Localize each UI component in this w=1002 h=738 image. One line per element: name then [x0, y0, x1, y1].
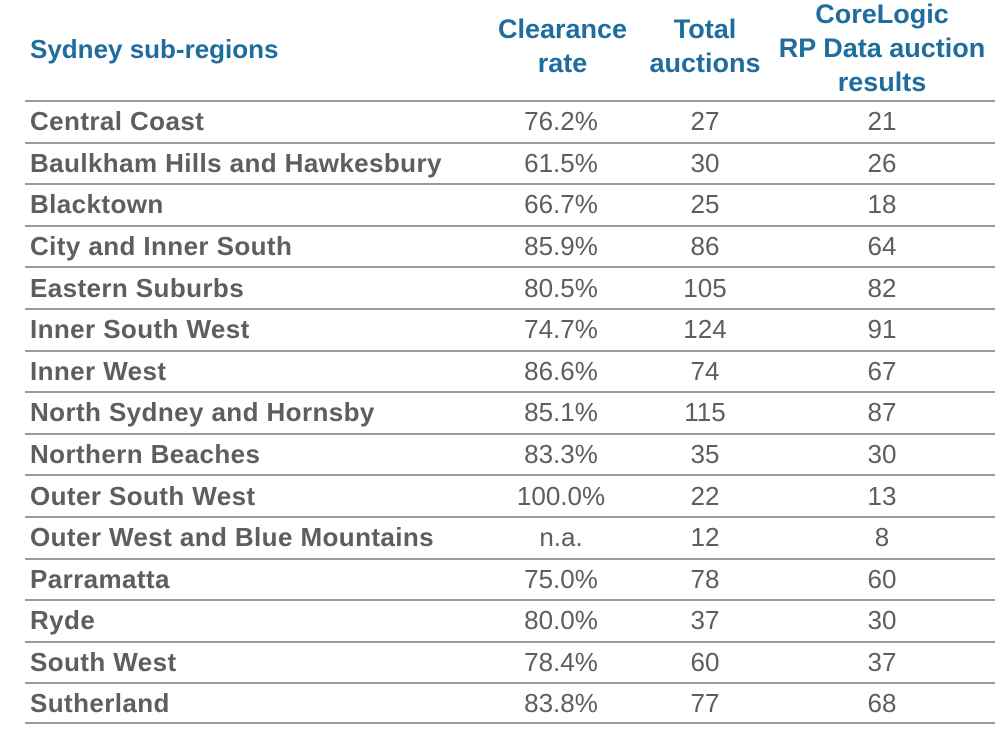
header-corelogic-line3: results	[837, 67, 927, 97]
cell-region: Inner South West	[30, 314, 250, 345]
header-region: Sydney sub-regions	[30, 34, 279, 64]
cell-total-auctions: 35	[690, 439, 720, 470]
table-header: Sydney sub-regions Clearance rate Total …	[25, 0, 995, 100]
cell-region: Baulkham Hills and Hawkesbury	[30, 147, 442, 178]
cell-corelogic-results: 18	[867, 189, 897, 220]
header-clearance-line1: Clearance	[497, 14, 628, 44]
cell-clearance-rate: 83.3%	[524, 439, 598, 470]
cell-total-auctions: 115	[684, 397, 726, 428]
cell-clearance-rate: 83.8%	[524, 687, 598, 718]
table-row: Inner West 86.6% 74 67	[25, 349, 995, 392]
cell-corelogic-results: 91	[867, 314, 897, 345]
header-total-line2: auctions	[649, 48, 761, 78]
table-row: Northern Beaches 83.3% 35 30	[25, 432, 995, 475]
cell-region: South West	[30, 647, 177, 678]
cell-corelogic-results: 8	[874, 522, 890, 553]
table-row: Ryde 80.0% 37 30	[25, 599, 995, 641]
cell-region: Outer West and Blue Mountains	[30, 522, 435, 553]
cell-total-auctions: 27	[690, 106, 720, 137]
header-corelogic-line1: CoreLogic	[815, 0, 949, 29]
cell-clearance-rate: n.a.	[539, 522, 583, 553]
table-row: Outer South West 100.0% 22 13	[25, 474, 995, 516]
table-row: City and Inner South 85.9% 86 64	[25, 224, 995, 267]
cell-region: Ryde	[30, 605, 96, 636]
cell-clearance-rate: 85.9%	[524, 231, 598, 262]
auction-results-table: Sydney sub-regions Clearance rate Total …	[25, 0, 995, 724]
table-row: Sutherland 83.8% 77 68	[25, 682, 995, 724]
cell-region: Inner West	[30, 355, 167, 386]
cell-corelogic-results: 37	[867, 647, 897, 678]
cell-corelogic-results: 60	[867, 563, 897, 594]
cell-corelogic-results: 30	[867, 439, 897, 470]
cell-region: Parramatta	[30, 563, 170, 594]
table-row: South West 78.4% 60 37	[25, 640, 995, 683]
cell-total-auctions: 105	[683, 272, 727, 303]
cell-total-auctions: 74	[690, 355, 720, 386]
cell-total-auctions: 37	[690, 605, 720, 636]
cell-corelogic-results: 87	[867, 397, 897, 428]
cell-region: Central Coast	[30, 106, 205, 137]
table-row: Eastern Suburbs 80.5% 105 82	[25, 266, 995, 308]
cell-region: North Sydney and Hornsby	[30, 397, 375, 428]
cell-clearance-rate: 86.6%	[524, 355, 598, 386]
cell-corelogic-results: 30	[867, 605, 897, 636]
header-corelogic-line2: RP Data auction	[778, 33, 986, 63]
table-row: Parramatta 75.0% 78 60	[25, 557, 995, 600]
cell-region: City and Inner South	[30, 231, 293, 262]
cell-corelogic-results: 67	[867, 355, 897, 386]
table-row: Baulkham Hills and Hawkesbury 61.5% 30 2…	[25, 141, 995, 184]
table-row: Inner South West 74.7% 124 91	[25, 307, 995, 350]
cell-clearance-rate: 76.2%	[524, 106, 598, 137]
cell-clearance-rate: 85.1%	[524, 397, 598, 428]
cell-region: Northern Beaches	[30, 439, 261, 470]
cell-region: Eastern Suburbs	[30, 272, 245, 303]
cell-clearance-rate: 75.0%	[524, 563, 598, 594]
cell-corelogic-results: 13	[867, 480, 897, 511]
table-row: Outer West and Blue Mountains n.a. 12 8	[25, 515, 995, 558]
cell-corelogic-results: 64	[867, 231, 897, 262]
header-total-line1: Total	[673, 14, 737, 44]
cell-clearance-rate: 80.0%	[524, 605, 598, 636]
cell-clearance-rate: 74.7%	[524, 314, 598, 345]
cell-total-auctions: 86	[690, 231, 720, 262]
cell-clearance-rate: 80.5%	[524, 272, 598, 303]
header-clearance-line2: rate	[537, 48, 588, 78]
table-row: North Sydney and Hornsby 85.1% 115 87	[25, 391, 995, 433]
cell-clearance-rate: 100.0%	[516, 480, 606, 511]
cell-corelogic-results: 21	[867, 106, 897, 137]
cell-clearance-rate: 78.4%	[524, 647, 598, 678]
cell-corelogic-results: 82	[867, 272, 897, 303]
cell-region: Outer South West	[30, 480, 256, 511]
header-corelogic-results: CoreLogic RP Data auction results	[767, 0, 997, 99]
cell-corelogic-results: 68	[867, 687, 897, 718]
cell-total-auctions: 78	[690, 563, 720, 594]
cell-total-auctions: 12	[690, 522, 720, 553]
cell-corelogic-results: 26	[867, 147, 897, 178]
cell-total-auctions: 77	[690, 687, 720, 718]
table-body: Central Coast 76.2% 27 21 Baulkham Hills…	[25, 100, 995, 724]
header-clearance-rate: Clearance rate	[490, 12, 635, 80]
cell-total-auctions: 22	[690, 480, 720, 511]
cell-region: Blacktown	[30, 189, 164, 220]
cell-region: Sutherland	[30, 687, 170, 718]
table-row: Central Coast 76.2% 27 21	[25, 100, 995, 142]
cell-total-auctions: 30	[690, 147, 720, 178]
cell-total-auctions: 124	[683, 314, 727, 345]
cell-clearance-rate: 66.7%	[524, 189, 598, 220]
header-total-auctions: Total auctions	[645, 12, 765, 80]
cell-total-auctions: 25	[690, 189, 720, 220]
cell-total-auctions: 60	[690, 647, 720, 678]
table-row: Blacktown 66.7% 25 18	[25, 183, 995, 225]
cell-clearance-rate: 61.5%	[524, 147, 598, 178]
